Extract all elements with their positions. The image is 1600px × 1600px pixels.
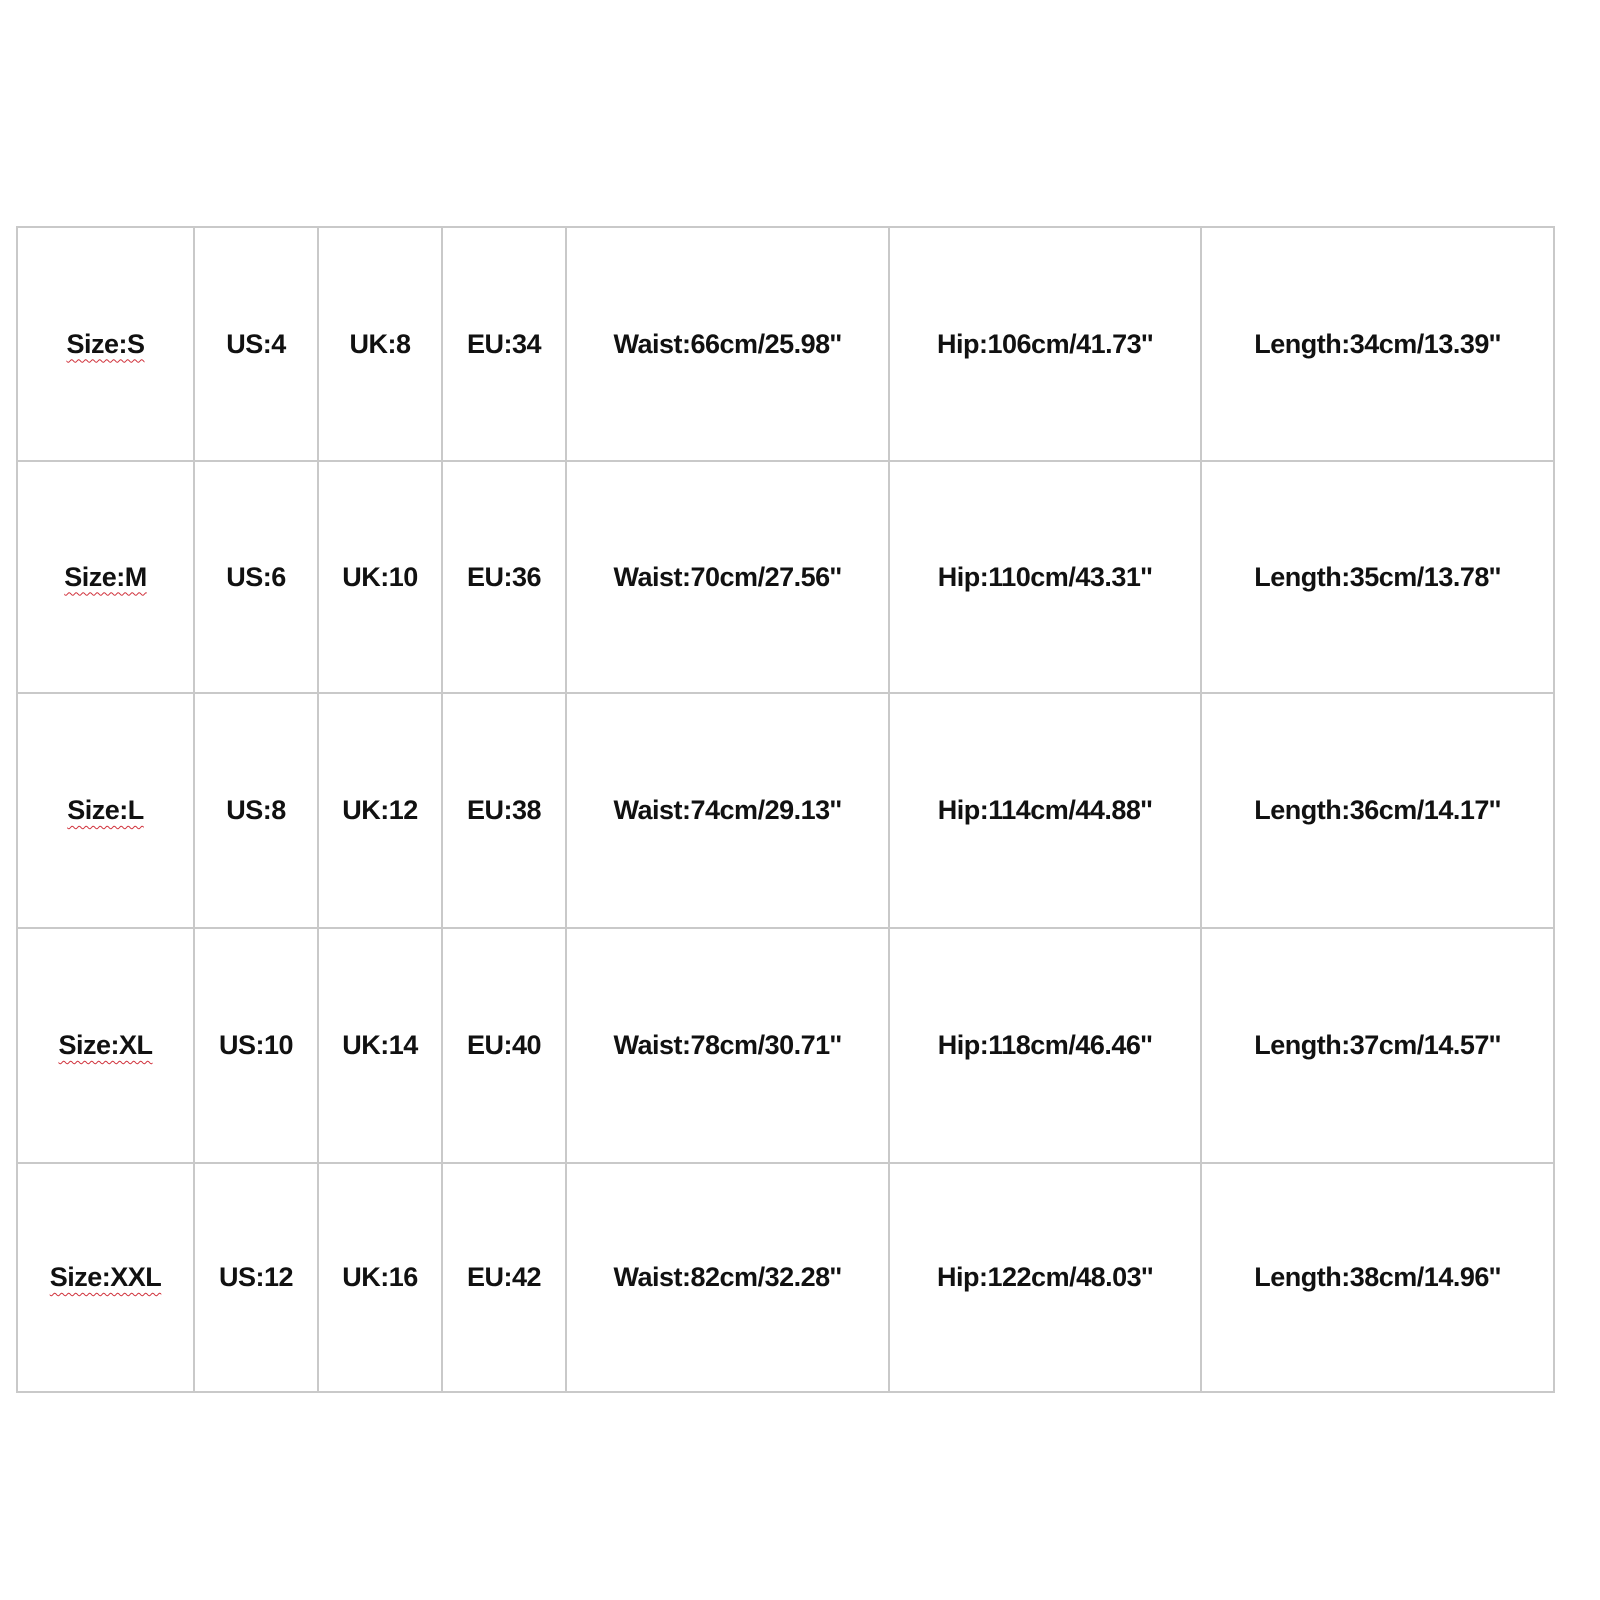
length-value: Length:35cm/13.78'' xyxy=(1254,561,1501,592)
uk-value: UK:14 xyxy=(342,1030,418,1060)
cell-waist: Waist:74cm/29.13'' xyxy=(565,692,890,929)
cell-us: US:8 xyxy=(193,692,319,929)
uk-value: UK:8 xyxy=(349,328,411,359)
size-chart-body: Size:S US:4 UK:8 EU:34 Waist:66cm/25.98'' Hip… xyxy=(16,226,1555,1393)
cell-hip: Hip:114cm/44.88'' xyxy=(888,692,1202,929)
size-value: Size:L xyxy=(67,795,144,825)
size-value: Size:XL xyxy=(58,1030,153,1060)
hip-value: Hip:114cm/44.88'' xyxy=(937,795,1153,825)
size-chart-table: Size:S US:4 UK:8 EU:34 Waist:66cm/25.98'' Hip… xyxy=(16,226,1555,1393)
size-value: Size:S xyxy=(66,328,145,359)
cell-us: US:10 xyxy=(193,927,319,1164)
waist-value: Waist:74cm/29.13'' xyxy=(613,795,842,825)
cell-length: Length:34cm/13.39'' xyxy=(1200,226,1555,462)
eu-value: EU:38 xyxy=(466,795,542,825)
hip-value: Hip:118cm/46.46'' xyxy=(937,1030,1153,1060)
waist-value: Waist:82cm/32.28'' xyxy=(613,1262,842,1292)
cell-length: Length:35cm/13.78'' xyxy=(1200,460,1555,694)
length-value: Length:38cm/14.96'' xyxy=(1254,1262,1501,1292)
cell-size: Size:M xyxy=(16,460,195,694)
us-value: US:4 xyxy=(226,328,286,359)
cell-us: US:4 xyxy=(193,226,319,462)
eu-value: EU:36 xyxy=(466,561,542,592)
cell-eu: EU:40 xyxy=(441,927,567,1164)
cell-size: Size:L xyxy=(16,692,195,929)
eu-value: EU:42 xyxy=(466,1262,542,1292)
waist-value: Waist:66cm/25.98'' xyxy=(613,328,842,359)
cell-eu: EU:36 xyxy=(441,460,567,694)
cell-hip: Hip:106cm/41.73'' xyxy=(888,226,1202,462)
cell-waist: Waist:66cm/25.98'' xyxy=(565,226,890,462)
length-value: Length:37cm/14.57'' xyxy=(1254,1030,1501,1060)
us-value: US:10 xyxy=(218,1030,294,1060)
cell-length: Length:38cm/14.96'' xyxy=(1200,1162,1555,1393)
cell-eu: EU:34 xyxy=(441,226,567,462)
waist-value: Waist:70cm/27.56'' xyxy=(613,561,842,592)
table-row: Size:XXL US:12 UK:16 EU:42 Waist:82cm/32.28'… xyxy=(16,1162,1555,1393)
cell-uk: UK:14 xyxy=(317,927,443,1164)
length-value: Length:36cm/14.17'' xyxy=(1254,795,1501,825)
cell-uk: UK:16 xyxy=(317,1162,443,1393)
cell-eu: EU:42 xyxy=(441,1162,567,1393)
cell-size: Size:XXL xyxy=(16,1162,195,1393)
uk-value: UK:16 xyxy=(342,1262,418,1292)
cell-eu: EU:38 xyxy=(441,692,567,929)
cell-hip: Hip:122cm/48.03'' xyxy=(888,1162,1202,1393)
size-value: Size:XXL xyxy=(49,1262,162,1292)
hip-value: Hip:122cm/48.03'' xyxy=(937,1262,1153,1292)
uk-value: UK:10 xyxy=(342,561,418,592)
table-row: Size:XL US:10 UK:14 EU:40 Waist:78cm/30.71''… xyxy=(16,927,1555,1164)
table-row: Size:L US:8 UK:12 EU:38 Waist:74cm/29.13'' Hi… xyxy=(16,692,1555,929)
cell-waist: Waist:78cm/30.71'' xyxy=(565,927,890,1164)
length-value: Length:34cm/13.39'' xyxy=(1254,328,1501,359)
uk-value: UK:12 xyxy=(342,795,418,825)
cell-uk: UK:10 xyxy=(317,460,443,694)
table-row: Size:S US:4 UK:8 EU:34 Waist:66cm/25.98'' Hip… xyxy=(16,226,1555,462)
table-row: Size:M US:6 UK:10 EU:36 Waist:70cm/27.56'' Hi… xyxy=(16,460,1555,694)
size-value: Size:M xyxy=(64,561,147,592)
cell-length: Length:37cm/14.57'' xyxy=(1200,927,1555,1164)
us-value: US:8 xyxy=(226,795,286,825)
cell-hip: Hip:118cm/46.46'' xyxy=(888,927,1202,1164)
cell-hip: Hip:110cm/43.31'' xyxy=(888,460,1202,694)
cell-us: US:6 xyxy=(193,460,319,694)
cell-size: Size:S xyxy=(16,226,195,462)
cell-uk: UK:8 xyxy=(317,226,443,462)
hip-value: Hip:106cm/41.73'' xyxy=(937,328,1153,359)
cell-us: US:12 xyxy=(193,1162,319,1393)
eu-value: EU:40 xyxy=(466,1030,542,1060)
us-value: US:12 xyxy=(218,1262,294,1292)
cell-uk: UK:12 xyxy=(317,692,443,929)
waist-value: Waist:78cm/30.71'' xyxy=(613,1030,842,1060)
cell-waist: Waist:70cm/27.56'' xyxy=(565,460,890,694)
cell-size: Size:XL xyxy=(16,927,195,1164)
us-value: US:6 xyxy=(226,561,286,592)
hip-value: Hip:110cm/43.31'' xyxy=(937,561,1153,592)
eu-value: EU:34 xyxy=(466,328,542,359)
cell-waist: Waist:82cm/32.28'' xyxy=(565,1162,890,1393)
cell-length: Length:36cm/14.17'' xyxy=(1200,692,1555,929)
